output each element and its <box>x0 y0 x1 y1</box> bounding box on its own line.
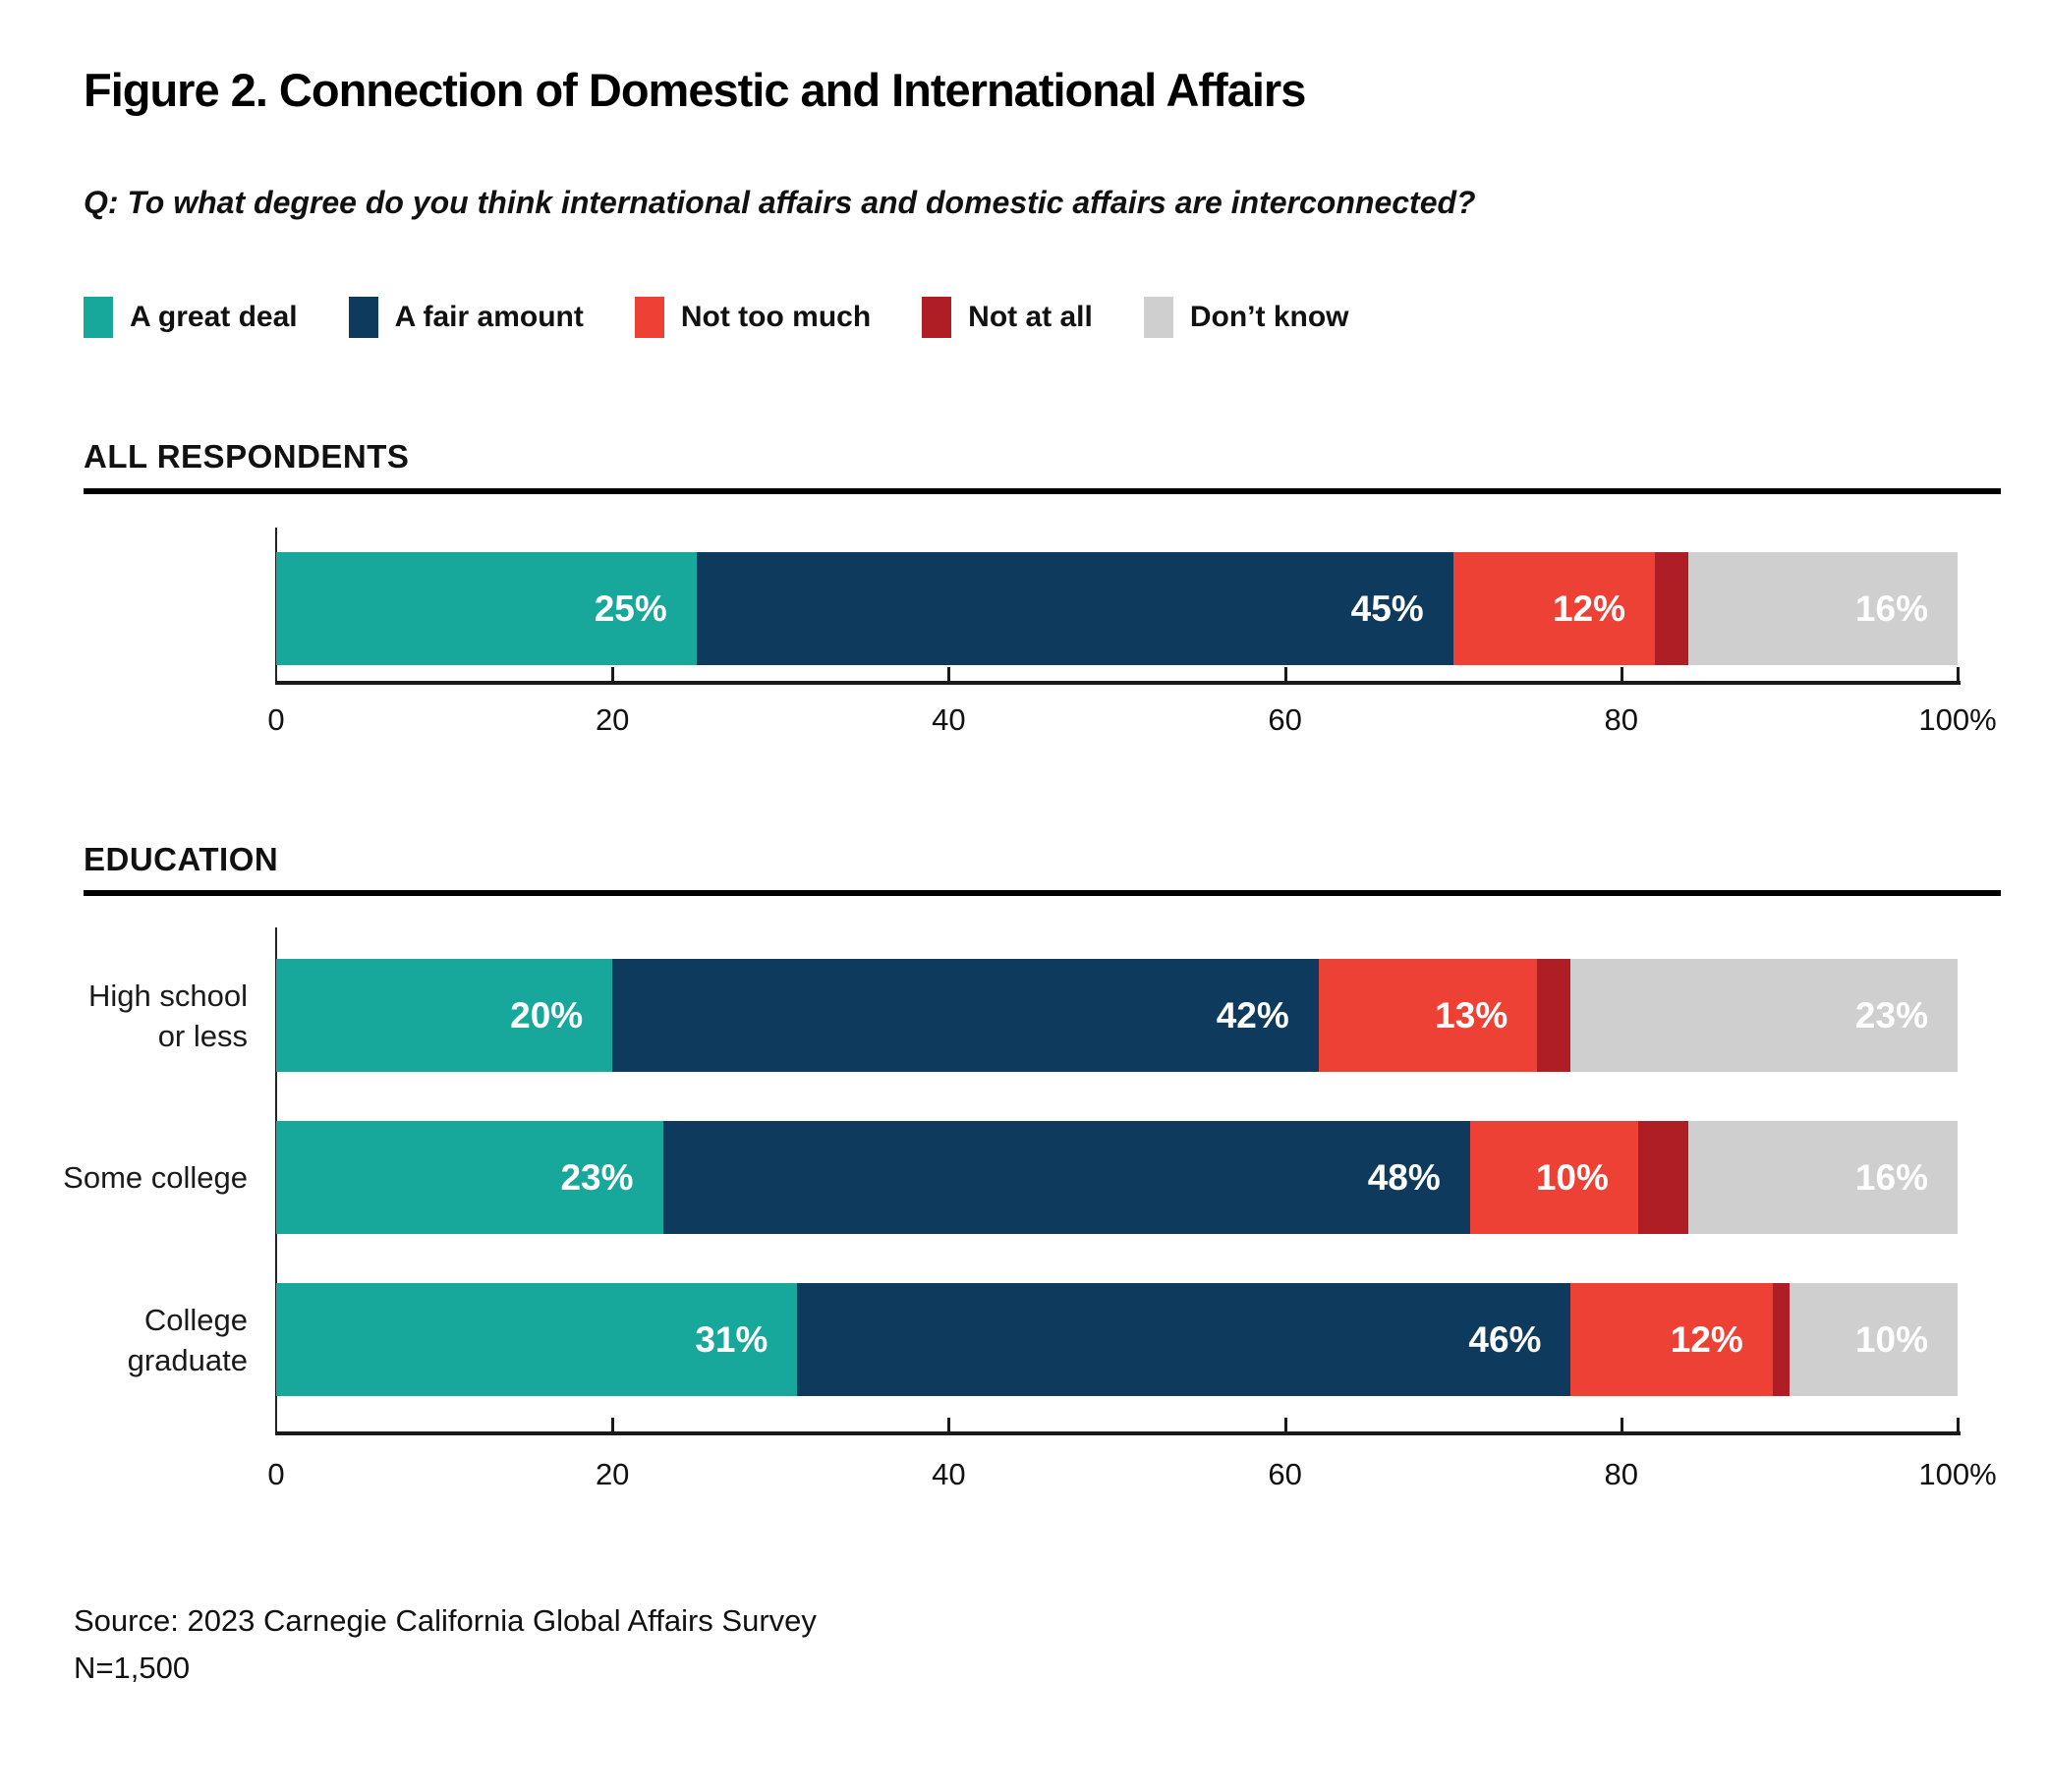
x-axis-tick <box>947 667 951 681</box>
bar-segment-not-at-all <box>1655 552 1689 665</box>
bar-segment-a-fair-amount: 46% <box>797 1283 1571 1396</box>
x-axis-tick-label: 80 <box>1604 1457 1639 1491</box>
legend-item: Not too much <box>634 297 872 338</box>
bar-value-label: 25% <box>594 588 667 629</box>
legend-swatch-dont-know <box>1143 297 1173 338</box>
bar-segment-a-fair-amount: 45% <box>696 552 1453 665</box>
x-axis-tick-label: 100% <box>1918 702 1997 737</box>
bar-segment-not-at-all <box>1537 959 1571 1072</box>
legend: A great deal A fair amount Not too much Not… <box>84 297 1349 338</box>
bar-segment-not-too-much: 13% <box>1318 959 1538 1072</box>
bar-value-label: 23% <box>1854 994 1928 1036</box>
legend-swatch-a-great-deal <box>84 297 113 338</box>
bar-value-label: 20% <box>510 994 584 1036</box>
bar-segment-dont-know: 23% <box>1570 959 1958 1072</box>
row-label-some-college: Some college <box>63 1160 248 1195</box>
legend-item: Not at all <box>922 297 1093 338</box>
x-axis-tick <box>1957 1418 1960 1431</box>
bar-segment-a-great-deal: 20% <box>276 959 613 1072</box>
x-axis-tick-label: 40 <box>932 702 966 737</box>
x-axis-tick-label: 20 <box>595 1457 630 1491</box>
bar-value-label: 42% <box>1216 994 1289 1036</box>
bar-value-label: 12% <box>1552 588 1625 629</box>
bar-value-label: 31% <box>695 1318 768 1360</box>
x-axis-tick <box>1957 667 1960 681</box>
bar-value-label: 10% <box>1535 1156 1609 1198</box>
x-axis-line <box>276 1431 1961 1435</box>
legend-label: A great deal <box>130 301 298 333</box>
bar-value-label: 10% <box>1854 1318 1928 1360</box>
x-axis-tick-label: 80 <box>1604 702 1639 737</box>
x-axis-tick-label: 100% <box>1918 1457 1997 1491</box>
source-block: Source: 2023 Carnegie California Global … <box>74 1597 817 1692</box>
x-axis-tick-label: 60 <box>1268 1457 1302 1491</box>
bar-segment-a-fair-amount: 42% <box>612 959 1319 1072</box>
section-rule-all <box>84 488 2001 494</box>
x-axis-tick <box>611 1418 615 1431</box>
x-axis-tick <box>1283 667 1287 681</box>
legend-label: Not at all <box>968 301 1093 333</box>
bar-segment-dont-know: 10% <box>1789 1283 1958 1396</box>
bar-segment-a-great-deal: 23% <box>276 1121 663 1234</box>
figure-title: Figure 2. Connection of Domestic and Int… <box>84 64 1306 116</box>
section-header-education: EDUCATION <box>84 841 279 877</box>
legend-swatch-not-at-all <box>922 297 952 338</box>
bar-segment-not-at-all <box>1637 1121 1689 1234</box>
bar-segment-dont-know: 16% <box>1688 552 1958 665</box>
bar-value-label: 45% <box>1350 588 1424 629</box>
bar-value-label: 13% <box>1435 994 1508 1036</box>
legend-label: Don’t know <box>1189 301 1349 333</box>
source-text: Source: 2023 Carnegie California Global … <box>74 1603 817 1638</box>
bar-value-label: 46% <box>1468 1318 1542 1360</box>
bar-value-label: 23% <box>560 1156 634 1198</box>
row-label-college-graduate: College graduate <box>127 1302 248 1377</box>
survey-question: Q: To what degree do you think internati… <box>84 185 1476 220</box>
x-axis-tick <box>1283 1418 1287 1431</box>
bar-segment-a-great-deal: 25% <box>276 552 697 665</box>
legend-swatch-a-fair-amount <box>348 297 378 338</box>
x-axis-line <box>276 681 1961 685</box>
legend-item: Don’t know <box>1143 297 1349 338</box>
row-label-high-school-or-less: High school or less <box>88 978 248 1053</box>
legend-item: A great deal <box>84 297 298 338</box>
bar-value-label: 16% <box>1854 588 1928 629</box>
bar-value-label: 16% <box>1854 1156 1928 1198</box>
bar-segment-dont-know: 16% <box>1688 1121 1958 1234</box>
bar-segment-a-great-deal: 31% <box>276 1283 798 1396</box>
legend-label: A fair amount <box>394 301 584 333</box>
sample-size: N=1,500 <box>74 1651 191 1685</box>
x-axis-tick <box>947 1418 951 1431</box>
x-axis-tick-label: 60 <box>1268 702 1302 737</box>
x-axis-tick-label: 40 <box>932 1457 966 1491</box>
bar-value-label: 48% <box>1367 1156 1441 1198</box>
bar-value-label: 12% <box>1670 1318 1743 1360</box>
x-axis-tick <box>1620 667 1623 681</box>
section-rule-education <box>84 890 2001 896</box>
x-axis-tick-label: 0 <box>267 702 285 737</box>
bar-segment-not-too-much: 12% <box>1570 1283 1773 1396</box>
x-axis-tick-label: 20 <box>595 702 630 737</box>
legend-item: A fair amount <box>348 297 584 338</box>
x-axis-tick <box>1620 1418 1623 1431</box>
bar-segment-not-too-much: 12% <box>1452 552 1655 665</box>
bar-segment-a-fair-amount: 48% <box>662 1121 1470 1234</box>
bar-segment-not-too-much: 10% <box>1469 1121 1638 1234</box>
legend-swatch-not-too-much <box>634 297 664 338</box>
x-axis-tick <box>611 667 615 681</box>
section-header-all-respondents: ALL RESPONDENTS <box>84 438 410 475</box>
x-axis-tick-label: 0 <box>267 1457 285 1491</box>
legend-label: Not too much <box>680 301 872 333</box>
